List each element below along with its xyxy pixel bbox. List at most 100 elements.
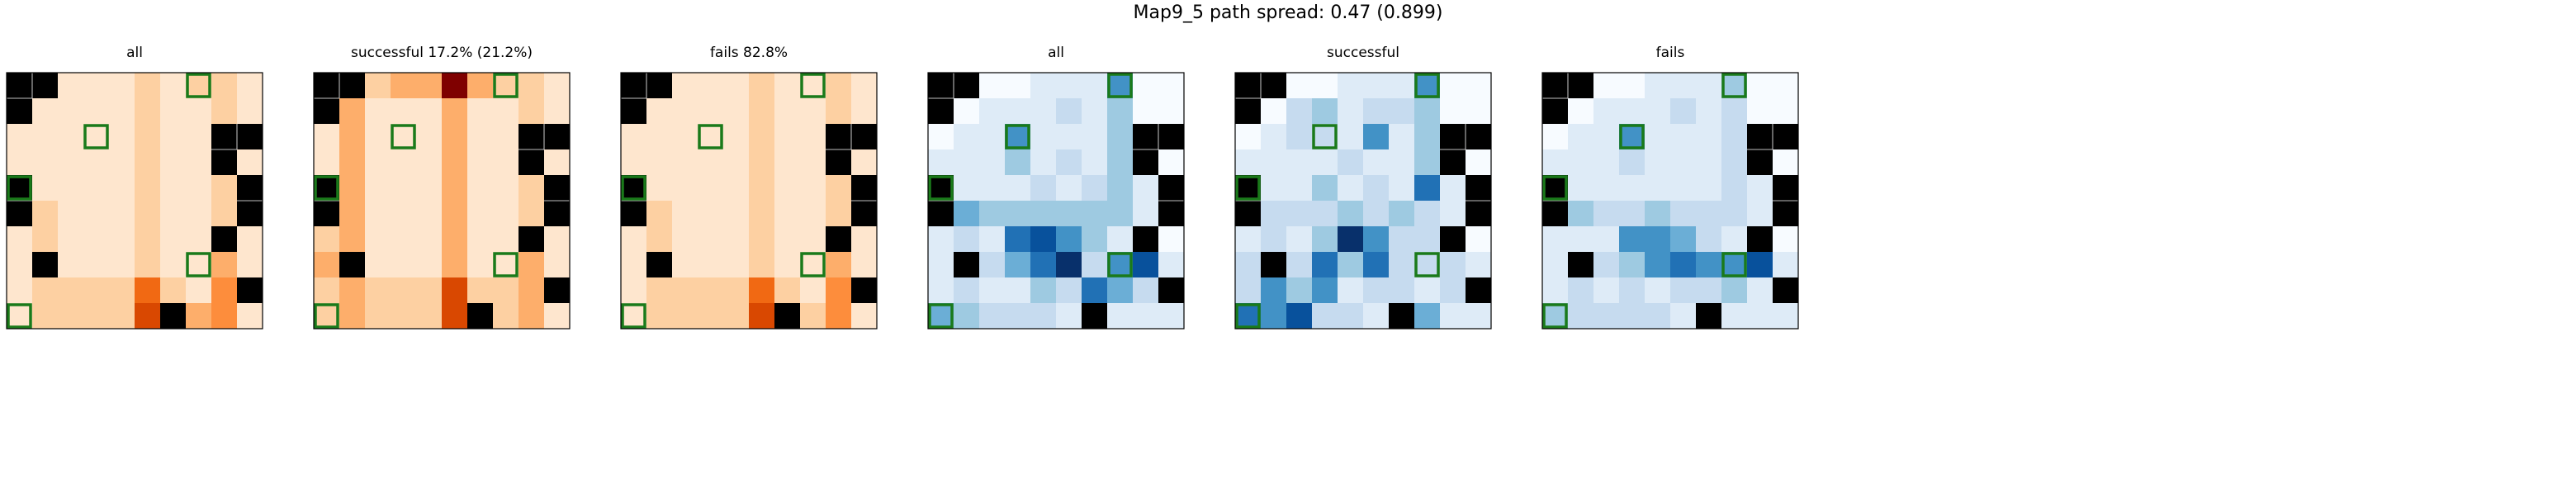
obstacle-cell <box>211 124 238 150</box>
heat-cell <box>1107 124 1134 150</box>
heat-cell <box>1645 226 1671 253</box>
heat-cell <box>1005 149 1031 176</box>
heat-cell <box>749 277 775 304</box>
obstacle-cell <box>621 98 647 125</box>
heat-cell <box>1005 201 1031 227</box>
heat-cell <box>1696 124 1722 150</box>
heat-cell <box>1389 149 1415 176</box>
heat-cell <box>1747 201 1773 227</box>
heat-cell <box>83 226 110 253</box>
heat-cell <box>1005 226 1031 253</box>
obstacle-cell <box>1158 201 1185 227</box>
heat-cell <box>1440 98 1466 125</box>
heat-cell <box>467 98 494 125</box>
heat-cell <box>1593 149 1620 176</box>
heat-cell <box>672 201 698 227</box>
panel-title-6: fails <box>1655 45 1685 61</box>
heat-cell <box>1056 277 1082 304</box>
heat-cell <box>186 277 212 304</box>
obstacle-cell <box>826 226 852 253</box>
heat-cell <box>160 277 187 304</box>
obstacle-cell <box>1773 201 1799 227</box>
heat-cell <box>1593 175 1620 202</box>
heat-cell <box>416 149 443 176</box>
obstacle-cell <box>32 73 59 99</box>
heat-cell <box>1593 277 1620 304</box>
heat-cell <box>7 252 33 278</box>
heat-cell <box>442 124 468 150</box>
heat-cell <box>1440 201 1466 227</box>
heat-cell <box>1235 124 1262 150</box>
heat-cell <box>416 124 443 150</box>
heat-cell <box>979 149 1006 176</box>
heat-cell <box>1133 73 1159 99</box>
heat-cell <box>339 226 366 253</box>
heat-cell <box>698 303 724 330</box>
heat-cell <box>1107 98 1134 125</box>
heat-cell <box>954 98 980 125</box>
heat-cell <box>391 149 417 176</box>
heat-cell <box>1466 226 1492 253</box>
heat-cell <box>58 303 84 330</box>
heat-cell <box>467 149 494 176</box>
heat-cell <box>135 226 161 253</box>
heat-cell <box>800 252 826 278</box>
obstacle-cell <box>928 98 954 125</box>
heat-cell <box>32 98 59 125</box>
obstacle-cell <box>467 303 494 330</box>
heat-cell <box>646 175 673 202</box>
heat-cell <box>1670 226 1697 253</box>
heat-cell <box>135 73 161 99</box>
heat-cell <box>237 98 263 125</box>
heat-cell <box>7 226 33 253</box>
heat-cell <box>1619 303 1646 330</box>
heat-cell <box>800 98 826 125</box>
heat-cell <box>1056 175 1082 202</box>
heat-cell <box>1056 226 1082 253</box>
heat-cell <box>1414 277 1441 304</box>
heat-cell <box>646 201 673 227</box>
heat-cell <box>1645 73 1671 99</box>
heat-cell <box>1030 303 1057 330</box>
heat-cell <box>1670 252 1697 278</box>
heat-cell <box>1593 124 1620 150</box>
heat-cell <box>1082 252 1108 278</box>
heat-cell <box>237 149 263 176</box>
heat-cell <box>135 201 161 227</box>
heat-cell <box>800 303 826 330</box>
heat-cell <box>826 73 852 99</box>
obstacle-cell <box>1235 175 1262 202</box>
heat-cell <box>1773 303 1799 330</box>
heat-cell <box>32 149 59 176</box>
heat-cell <box>979 303 1006 330</box>
heat-cell <box>1568 149 1594 176</box>
heat-cell <box>160 149 187 176</box>
heat-cell <box>109 149 135 176</box>
heat-cell <box>621 124 647 150</box>
heat-cell <box>1568 277 1594 304</box>
heat-cell <box>1568 98 1594 125</box>
heat-cell <box>391 73 417 99</box>
obstacle-cell <box>211 226 238 253</box>
heat-cell <box>493 226 519 253</box>
heat-cell <box>365 98 391 125</box>
heat-cell <box>1261 175 1287 202</box>
heat-cell <box>1414 226 1441 253</box>
heat-cell <box>1056 149 1082 176</box>
heat-cell <box>391 252 417 278</box>
heat-cell <box>1747 277 1773 304</box>
obstacle-cell <box>1466 201 1492 227</box>
heat-cell <box>1696 73 1722 99</box>
obstacle-cell <box>1158 175 1185 202</box>
heat-cell <box>1107 226 1134 253</box>
heat-cell <box>493 175 519 202</box>
heat-cell <box>1773 73 1799 99</box>
heat-cell <box>646 98 673 125</box>
obstacle-cell <box>1542 175 1569 202</box>
heat-cell <box>749 303 775 330</box>
heat-cell <box>749 73 775 99</box>
heat-cell <box>851 226 878 253</box>
heat-cell <box>749 149 775 176</box>
heat-cell <box>109 175 135 202</box>
heatmap-3 <box>620 72 878 330</box>
